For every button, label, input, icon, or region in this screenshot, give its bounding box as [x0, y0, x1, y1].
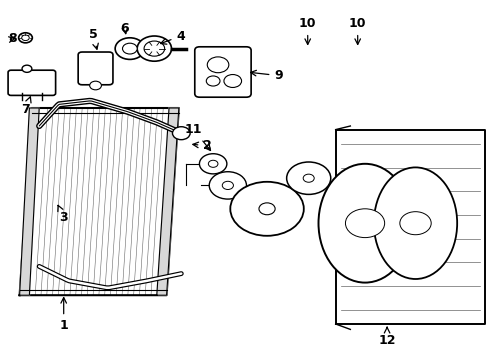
Circle shape — [22, 35, 29, 41]
Polygon shape — [20, 108, 179, 295]
Circle shape — [90, 81, 101, 90]
Circle shape — [287, 162, 331, 194]
Text: 10: 10 — [299, 17, 317, 44]
Circle shape — [209, 172, 246, 199]
Circle shape — [137, 36, 172, 61]
Circle shape — [206, 76, 220, 86]
Text: 2: 2 — [193, 139, 212, 152]
FancyBboxPatch shape — [78, 52, 113, 85]
Text: 12: 12 — [378, 327, 396, 347]
Circle shape — [199, 154, 227, 174]
Text: 9: 9 — [250, 69, 283, 82]
Polygon shape — [157, 108, 179, 295]
Circle shape — [222, 181, 233, 189]
Circle shape — [230, 182, 304, 236]
Text: 11: 11 — [185, 123, 211, 150]
Text: 8: 8 — [8, 32, 17, 45]
Ellipse shape — [318, 164, 412, 283]
Polygon shape — [336, 130, 485, 324]
Text: 3: 3 — [58, 205, 68, 224]
Circle shape — [115, 38, 145, 59]
Polygon shape — [20, 108, 39, 295]
Circle shape — [354, 215, 376, 231]
Circle shape — [259, 203, 275, 215]
Circle shape — [400, 212, 431, 235]
Text: 10: 10 — [349, 17, 367, 44]
Circle shape — [224, 75, 242, 87]
Text: 6: 6 — [121, 22, 129, 35]
Circle shape — [122, 43, 137, 54]
FancyBboxPatch shape — [8, 70, 56, 95]
Circle shape — [407, 217, 424, 230]
Text: 7: 7 — [21, 97, 31, 116]
Ellipse shape — [374, 167, 457, 279]
Text: 1: 1 — [59, 298, 68, 332]
Text: 4: 4 — [161, 30, 185, 44]
Circle shape — [207, 57, 229, 73]
FancyBboxPatch shape — [195, 47, 251, 97]
Circle shape — [19, 33, 32, 43]
Text: 5: 5 — [89, 28, 98, 49]
Circle shape — [208, 160, 218, 167]
Circle shape — [303, 174, 314, 182]
Circle shape — [22, 65, 32, 72]
Circle shape — [172, 127, 190, 140]
Circle shape — [345, 209, 385, 238]
Circle shape — [144, 41, 165, 56]
